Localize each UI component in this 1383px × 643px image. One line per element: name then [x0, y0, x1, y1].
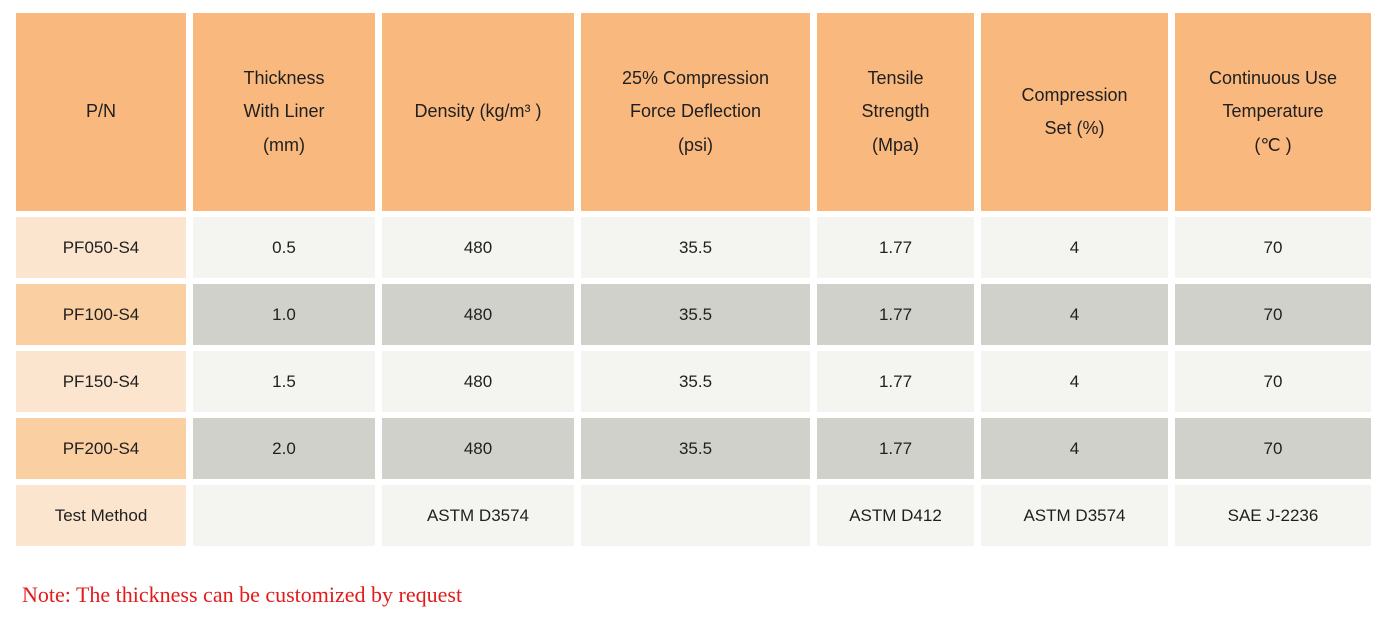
cell-pf200-density: 480 [382, 418, 574, 479]
cell-testmethod-pn: Test Method [16, 485, 186, 546]
column-header-tensile-strength: Tensile Strength (Mpa) [817, 13, 974, 211]
cell-pf050-thickness: 0.5 [193, 217, 375, 278]
cell-pf200-cfd: 35.5 [581, 418, 810, 479]
cell-pf050-temperature: 70 [1175, 217, 1371, 278]
column-header-compression-force-deflection: 25% Compression Force Deflection (psi) [581, 13, 810, 211]
cell-pf150-pn: PF150-S4 [16, 351, 186, 412]
cell-pf200-pn: PF200-S4 [16, 418, 186, 479]
spec-table: P/N Thickness With Liner (mm) Density (k… [16, 13, 1371, 546]
cell-testmethod-cfd [581, 485, 810, 546]
cell-pf100-pn: PF100-S4 [16, 284, 186, 345]
cell-pf200-thickness: 2.0 [193, 418, 375, 479]
cell-pf050-tensile: 1.77 [817, 217, 974, 278]
cell-pf200-temperature: 70 [1175, 418, 1371, 479]
cell-pf200-tensile: 1.77 [817, 418, 974, 479]
cell-pf150-cfd: 35.5 [581, 351, 810, 412]
cell-testmethod-thickness [193, 485, 375, 546]
cell-pf100-tensile: 1.77 [817, 284, 974, 345]
cell-pf100-temperature: 70 [1175, 284, 1371, 345]
cell-pf050-density: 480 [382, 217, 574, 278]
cell-testmethod-temperature: SAE J-2236 [1175, 485, 1371, 546]
cell-pf050-compression-set: 4 [981, 217, 1168, 278]
column-header-thickness: Thickness With Liner (mm) [193, 13, 375, 211]
cell-pf100-compression-set: 4 [981, 284, 1168, 345]
cell-testmethod-tensile: ASTM D412 [817, 485, 974, 546]
cell-testmethod-compression-set: ASTM D3574 [981, 485, 1168, 546]
cell-pf100-thickness: 1.0 [193, 284, 375, 345]
cell-pf100-density: 480 [382, 284, 574, 345]
cell-pf150-density: 480 [382, 351, 574, 412]
column-header-density: Density (kg/m³ ) [382, 13, 574, 211]
cell-pf050-cfd: 35.5 [581, 217, 810, 278]
cell-pf150-temperature: 70 [1175, 351, 1371, 412]
column-header-continuous-use-temperature: Continuous Use Temperature (℃ ) [1175, 13, 1371, 211]
cell-pf150-thickness: 1.5 [193, 351, 375, 412]
note-text: Note: The thickness can be customized by… [22, 582, 463, 607]
cell-pf100-cfd: 35.5 [581, 284, 810, 345]
cell-pf050-pn: PF050-S4 [16, 217, 186, 278]
cell-pf150-tensile: 1.77 [817, 351, 974, 412]
column-header-pn: P/N [16, 13, 186, 211]
cell-pf200-compression-set: 4 [981, 418, 1168, 479]
cell-testmethod-density: ASTM D3574 [382, 485, 574, 546]
column-header-compression-set: Compression Set (%) [981, 13, 1168, 211]
cell-pf150-compression-set: 4 [981, 351, 1168, 412]
